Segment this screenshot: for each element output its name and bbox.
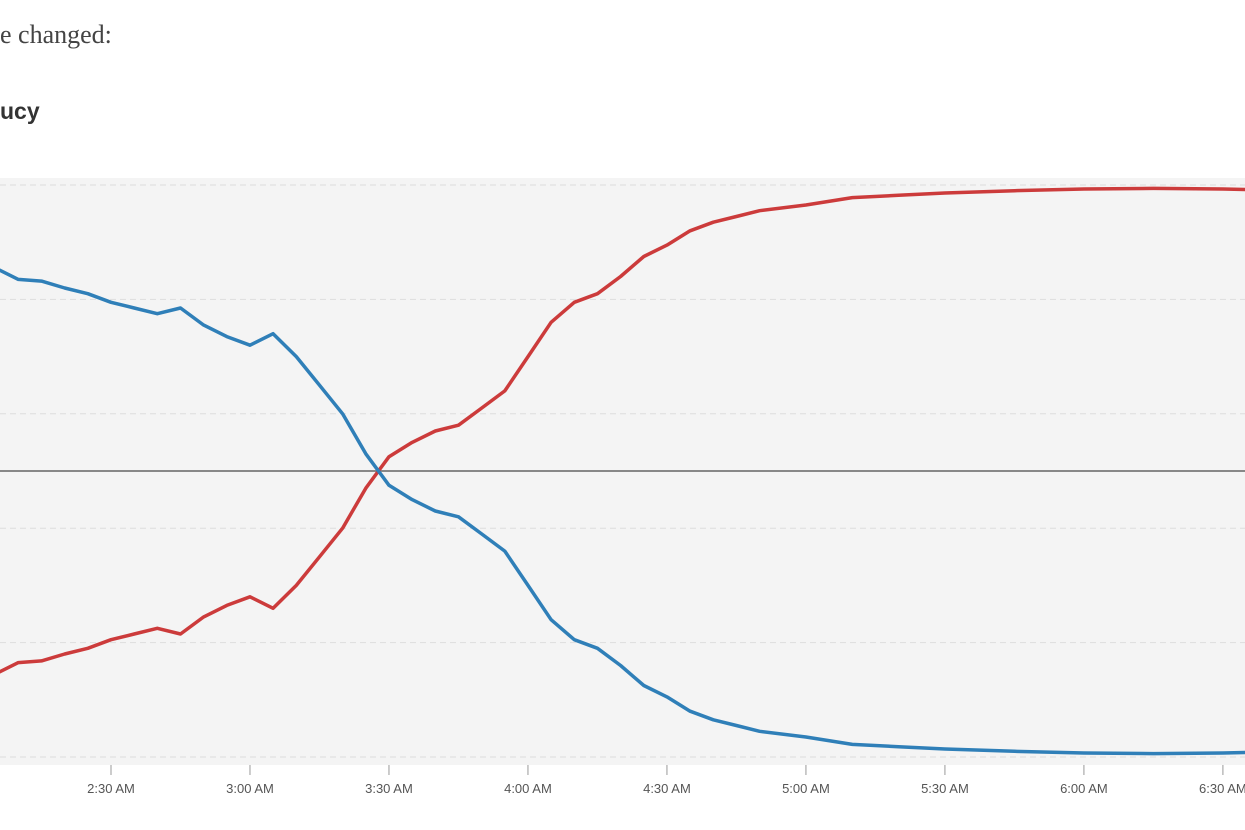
series-lines — [0, 186, 1245, 756]
x-tick-label-5: 4:30 AM — [643, 781, 691, 796]
chart-heading: ucy — [0, 98, 40, 124]
x-tick-label-3: 3:30 AM — [365, 781, 413, 796]
x-tick-label-2: 3:00 AM — [226, 781, 274, 796]
x-tick-label-6: 5:00 AM — [782, 781, 830, 796]
x-tick-label-4: 4:00 AM — [504, 781, 552, 796]
gridlines — [0, 184, 1245, 758]
x-tick-label-9: 6:30 AM — [1199, 781, 1245, 796]
x-tick-label-8: 6:00 AM — [1060, 781, 1108, 796]
intro-text: e changed: — [0, 20, 112, 49]
x-axis: 2:00 AM2:30 AM3:00 AM3:30 AM4:00 AM4:30 … — [87, 765, 1245, 796]
series-line-1 — [0, 268, 1245, 756]
x-tick-label-7: 5:30 AM — [921, 781, 969, 796]
series-line-0 — [0, 186, 1245, 674]
x-tick-label-1: 2:30 AM — [87, 781, 135, 796]
